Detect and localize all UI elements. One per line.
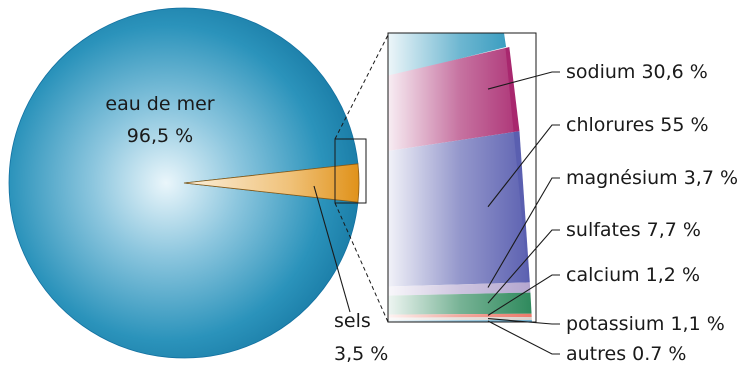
pie-chart xyxy=(8,7,367,359)
bar-frame xyxy=(387,32,537,323)
leader-potassium xyxy=(487,318,560,325)
zoom-box xyxy=(334,138,367,204)
zoom-line-top xyxy=(334,34,389,140)
slice-eau-de-mer xyxy=(8,7,359,359)
leader-autres xyxy=(487,320,560,355)
slice-value-sels: 3,5 % xyxy=(334,343,388,365)
slice-value-eau-de-mer: 96,5 % xyxy=(127,125,193,147)
leader-sodium xyxy=(487,71,560,90)
label-calcium: calcium 1,2 % xyxy=(566,264,700,286)
label-sodium: sodium 30,6 % xyxy=(566,61,708,83)
leader-magnesium xyxy=(487,177,560,288)
slice-sels xyxy=(183,163,360,203)
stacked-bar: sodium 30,6 % chlorures 55 % magnésium 3,7… xyxy=(387,32,738,365)
label-potassium: potassium 1,1 % xyxy=(566,313,725,335)
leader-chlorures xyxy=(487,124,560,208)
label-magnesium: magnésium 3,7 % xyxy=(566,167,738,189)
leader-sels xyxy=(313,185,351,313)
leader-calcium xyxy=(487,274,560,316)
label-autres: autres 0.7 % xyxy=(566,343,686,365)
slice-label-sels: sels xyxy=(334,310,371,332)
labels: eau de mer 96,5 % sels 3,5 % xyxy=(105,93,388,365)
label-sulfates: sulfates 7,7 % xyxy=(566,219,701,241)
leader-sulfates xyxy=(487,229,560,304)
bar-shade xyxy=(388,33,532,322)
label-chlorures: chlorures 55 % xyxy=(566,114,709,136)
zoom-line-bottom xyxy=(334,202,389,323)
slice-label-eau-de-mer: eau de mer xyxy=(105,93,214,115)
